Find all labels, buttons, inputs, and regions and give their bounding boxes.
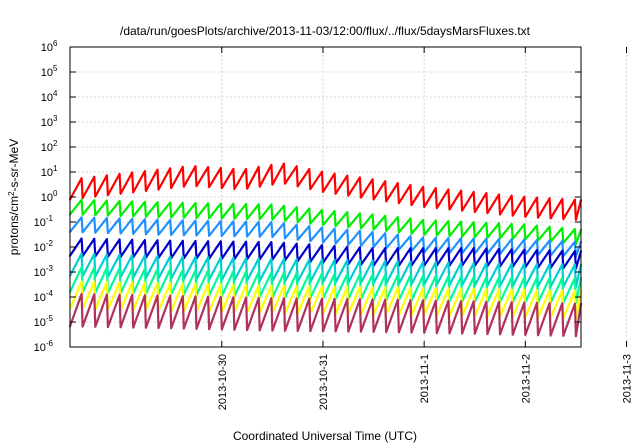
x-tick-label: 2013-11-2 <box>520 354 532 403</box>
y-tick-label: 10-6 <box>34 339 54 354</box>
y-tick-label: 100 <box>41 189 58 204</box>
y-tick-label: 10-3 <box>34 264 54 279</box>
series-line-8 <box>68 292 583 338</box>
y-tick-label: 10-4 <box>34 289 54 304</box>
axes: 10-6 10-5 10-4 10-3 10-2 10-1 100 101 102 103 104 1… <box>34 39 634 410</box>
x-tick-label: 2013-11-1 <box>419 354 431 403</box>
x-tick-label: 2013-11-3 <box>622 354 634 403</box>
y-tick-label: 105 <box>41 64 58 79</box>
y-tick-label: 104 <box>41 89 58 104</box>
series-line-5 <box>68 252 583 289</box>
series-line-2 <box>68 198 583 246</box>
y-tick-label: 102 <box>41 139 58 154</box>
y-tick-label: 103 <box>41 114 58 129</box>
y-tick-label: 10-1 <box>34 214 54 229</box>
x-tick-label: 2013-10-31 <box>318 354 330 410</box>
x-tick-label: 2013-10-30 <box>217 354 229 410</box>
series-line-3 <box>68 216 583 258</box>
series-line-1 <box>68 162 583 221</box>
y-axis-label-superscript: 2 <box>7 191 16 196</box>
x-axis-label: Coordinated Universal Time (UTC) <box>233 429 417 443</box>
plot-frame <box>69 46 582 348</box>
y-axis-label-rest: -s-sr-MeV <box>7 139 21 192</box>
series-group <box>68 162 583 338</box>
chart-title: /data/run/goesPlots/archive/2013-11-03/1… <box>120 24 531 38</box>
y-axis-label: protons/cm2-s-sr-MeV <box>7 139 21 255</box>
y-tick-label: 10-2 <box>34 239 54 254</box>
series-line-4 <box>68 237 583 270</box>
y-tick-label: 101 <box>41 164 58 179</box>
y-axis-label-base: protons/cm <box>7 196 21 255</box>
y-tick-label: 106 <box>41 39 58 54</box>
y-tick-label: 10-5 <box>34 314 54 329</box>
